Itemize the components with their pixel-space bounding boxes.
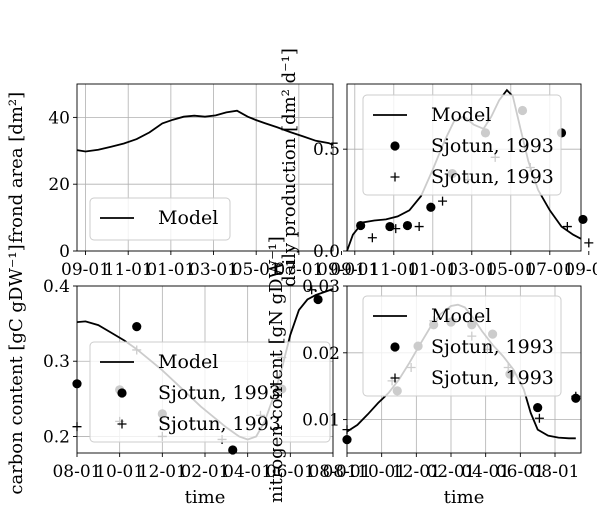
x-tick-label: 08-01: [530, 462, 579, 482]
legend-plus-swatch: [117, 419, 127, 429]
legend-label: Model: [431, 104, 491, 126]
y-tick-label: 0.0: [313, 242, 340, 262]
y-axis-label: nitrogen content [gN gDW⁻¹]: [266, 236, 287, 503]
data-point-plus: [562, 222, 572, 232]
y-tick-label: 0.4: [43, 277, 70, 297]
data-point-plus: [391, 224, 401, 234]
x-tick-label: 09-01: [330, 260, 379, 280]
data-point-plus: [367, 233, 377, 243]
data-point-dot: [578, 214, 588, 225]
x-tick-label: 05-01: [486, 260, 535, 280]
data-point-dot: [426, 202, 436, 212]
x-tick-label: 11-01: [369, 260, 418, 280]
y-tick-label: 0: [59, 242, 70, 262]
y-tick-label: 40: [48, 108, 70, 128]
y-axis-label: daily production [dm² d⁻¹]: [279, 48, 300, 287]
legend-box: [362, 94, 562, 196]
data-point-dot: [356, 220, 366, 231]
x-tick-label: 08-01: [308, 462, 357, 482]
x-tick-label: 06-01: [266, 462, 315, 482]
x-tick-label: 06-01: [496, 462, 545, 482]
x-tick-label: 11-01: [104, 260, 153, 280]
x-tick-label: 03-01: [447, 260, 496, 280]
data-point-plus: [571, 391, 581, 401]
legend-label: Model: [158, 207, 218, 229]
y-tick-label: 0.2: [43, 427, 70, 447]
y-tick-label: 0.3: [43, 352, 70, 372]
x-axis-label: time: [444, 487, 485, 508]
panel-2: 09-0111-0101-0103-0105-0107-0109-010.00.…: [279, 48, 597, 287]
x-axis-label: time: [185, 487, 226, 508]
y-tick-label: 0.01: [302, 411, 340, 431]
data-point-plus: [438, 196, 448, 206]
legend-dot-swatch: [117, 388, 127, 398]
x-tick-label: 08-01: [322, 462, 371, 482]
legend-plus-swatch: [390, 172, 400, 182]
legend-dot-swatch: [390, 141, 400, 151]
x-tick-label: 10-01: [95, 462, 144, 482]
x-tick-label: 04-01: [461, 462, 510, 482]
y-axis-label: carbon content [gC gDW⁻¹]: [6, 244, 27, 494]
x-tick-label: 09-01: [317, 260, 366, 280]
legend-box: [89, 341, 331, 443]
panel-4: 08-0110-0112-0102-0104-0106-0108-010.010…: [266, 236, 582, 508]
x-tick-label: 09-01: [61, 260, 110, 280]
x-tick-label: 03-01: [189, 260, 238, 280]
x-tick-label: 12-01: [138, 462, 187, 482]
x-tick-label: 05-01: [232, 260, 281, 280]
panel-1: 09-0111-0101-0103-0105-0107-0109-0102040…: [6, 83, 366, 280]
data-point-plus: [307, 285, 317, 295]
y-tick-label: 0.5: [313, 140, 340, 160]
x-tick-label: 01-01: [408, 260, 457, 280]
x-tick-label: 01-01: [146, 260, 195, 280]
data-point-plus: [584, 238, 594, 248]
x-tick-label: 07-01: [274, 260, 323, 280]
legend-dot-swatch: [390, 342, 400, 352]
data-point-plus: [414, 222, 424, 232]
legend-label: Sjotun, 1993: [431, 166, 554, 188]
x-tick-label: 04-01: [223, 462, 272, 482]
x-tick-label: 02-01: [180, 462, 229, 482]
legend-label: Sjotun, 1993: [431, 336, 554, 358]
legend-box: [362, 295, 562, 397]
y-tick-label: 0.02: [302, 344, 340, 364]
legend-label: Sjotun, 1993: [431, 135, 554, 157]
x-tick-label: 12-01: [392, 462, 441, 482]
legend-label: Model: [431, 305, 491, 327]
data-point-dot: [132, 322, 142, 332]
legend-label: Sjotun, 1993: [158, 382, 281, 404]
data-point-dot: [402, 220, 413, 231]
legend-label: Model: [158, 351, 218, 373]
legend-label: Sjotun, 1993: [431, 367, 554, 389]
legend-label: Sjotun, 1993: [158, 413, 281, 435]
data-point-dot: [228, 445, 238, 455]
plot-frame: [346, 83, 582, 252]
x-tick-label: 09-01: [564, 260, 597, 280]
plot-frame: [346, 285, 582, 454]
panel-3: 08-0110-0112-0102-0104-0106-0108-010.20.…: [6, 244, 358, 508]
data-point-plus: [534, 413, 544, 423]
x-tick-label: 10-01: [357, 462, 406, 482]
x-tick-label: 02-01: [426, 462, 475, 482]
legend-box: [89, 197, 231, 241]
legend-plus-swatch: [390, 373, 400, 383]
y-tick-label: 20: [48, 175, 70, 195]
plot-frame: [76, 83, 334, 252]
y-axis-label: frond area [dm²]: [6, 92, 27, 243]
data-point-dot: [533, 402, 543, 413]
x-tick-label: 07-01: [525, 260, 574, 280]
data-point-dot: [313, 294, 323, 305]
model-line: [76, 109, 334, 153]
data-point-dot: [385, 221, 395, 232]
y-tick-label: 0.03: [302, 277, 340, 297]
x-tick-label: 08-01: [52, 462, 101, 482]
